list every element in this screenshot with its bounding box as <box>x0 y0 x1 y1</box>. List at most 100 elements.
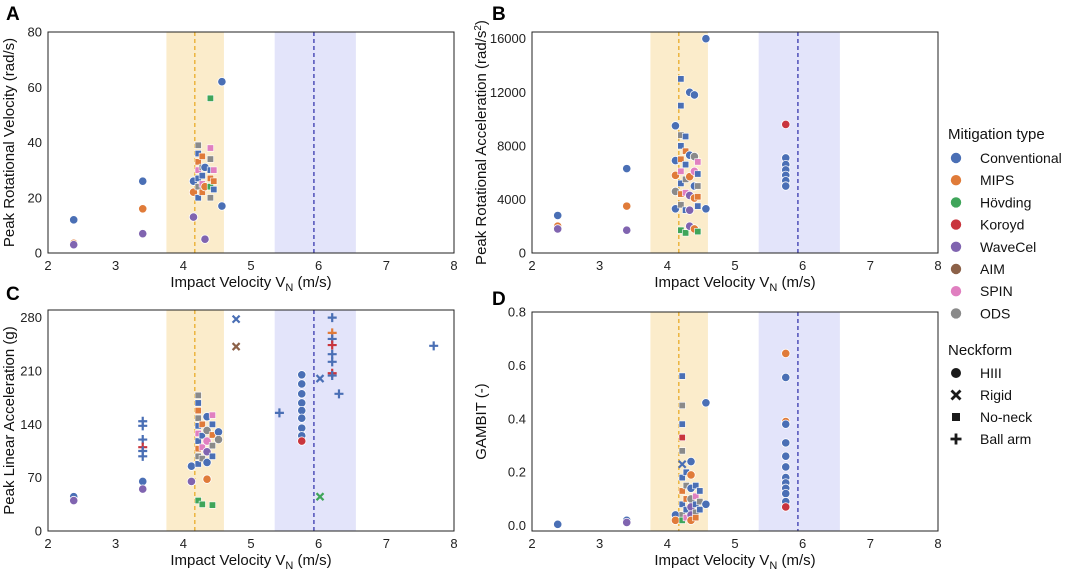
data-point <box>701 34 711 44</box>
legend-item-neckform: No-neck <box>952 409 1033 425</box>
data-point <box>138 204 148 214</box>
data-point <box>553 519 563 529</box>
data-point <box>694 202 702 210</box>
data-point <box>206 194 214 202</box>
data-point <box>198 500 206 508</box>
data-point <box>696 506 704 514</box>
legend-marker <box>950 197 962 208</box>
x-tick-label: 4 <box>180 258 187 273</box>
y-tick-label: 0.8 <box>508 305 526 320</box>
data-point <box>682 132 690 140</box>
legend-item-mitigation: Hövding <box>950 194 1031 210</box>
data-point <box>677 155 685 163</box>
data-point <box>194 391 202 399</box>
data-point <box>327 349 337 359</box>
legend-label: SPIN <box>980 283 1013 299</box>
data-point <box>194 460 202 468</box>
legend-marker <box>950 152 962 164</box>
y-axis-label-text: Peak Linear Acceleration (g) <box>1 326 18 514</box>
data-point <box>685 205 695 215</box>
data-point <box>781 451 791 461</box>
legend-item-mitigation: MIPS <box>950 172 1014 188</box>
y-tick-label: 40 <box>28 135 42 150</box>
legend-label: AIM <box>980 261 1005 277</box>
data-point <box>194 141 202 149</box>
data-point <box>213 434 224 445</box>
legend-label: HIII <box>980 365 1002 381</box>
legend-marker <box>950 219 962 230</box>
data-point <box>297 398 307 408</box>
data-point <box>198 432 206 440</box>
data-point <box>297 389 307 399</box>
data-point <box>781 489 791 499</box>
y-axis-label: GAMBIT (-) <box>473 383 490 459</box>
data-point <box>138 435 148 445</box>
legend-label: WaveCel <box>980 239 1036 255</box>
data-point <box>682 161 690 169</box>
data-point <box>188 212 199 222</box>
data-point <box>696 487 704 495</box>
data-point <box>678 372 686 380</box>
legend-marker-plus <box>950 433 962 445</box>
legend: Mitigation type Conventional MIPS Hövding K… <box>948 126 1062 447</box>
velocity-band-2 <box>758 32 840 253</box>
legend-item-neckform: Ball arm <box>950 431 1031 447</box>
legend-item-mitigation: AIM <box>950 261 1005 277</box>
legend-item-mitigation: Koroyd <box>950 217 1024 233</box>
data-point <box>217 201 227 211</box>
data-point <box>677 459 687 469</box>
data-point <box>210 185 218 193</box>
legend-label: No-neck <box>980 409 1033 425</box>
data-point <box>694 158 702 166</box>
y-tick-label: 0 <box>35 524 42 539</box>
y-axis-label-text: GAMBIT (-) <box>473 383 490 459</box>
data-point <box>678 500 686 508</box>
x-axis-label-sub: N <box>769 560 777 572</box>
x-axis-label-unit: (m/s) <box>777 274 815 291</box>
legend-item-mitigation: ODS <box>950 305 1010 321</box>
panel-letter: D <box>492 289 506 310</box>
data-point <box>297 436 307 446</box>
data-point <box>670 121 681 131</box>
data-point <box>678 434 686 442</box>
panel-letter: A <box>6 4 20 25</box>
data-point <box>206 155 214 163</box>
x-tick-label: 5 <box>731 258 738 273</box>
x-axis-label-text: Impact Velocity V <box>170 552 285 569</box>
data-point <box>194 399 202 407</box>
x-axis-label-text: Impact Velocity V <box>654 552 769 569</box>
legend-label: Ball arm <box>980 431 1031 447</box>
legend-item-mitigation: SPIN <box>950 283 1013 299</box>
data-point <box>692 492 700 500</box>
data-point <box>315 374 325 383</box>
data-point <box>198 443 206 451</box>
x-axis-label-sub: N <box>769 282 777 294</box>
y-tick-label: 8000 <box>497 138 526 153</box>
legend-neckform-title: Neckform <box>948 342 1012 359</box>
legend-neckform-items: HIII Rigid No-neck Ball arm <box>950 365 1033 447</box>
x-tick-label: 2 <box>528 258 535 273</box>
x-axis-label-unit: (m/s) <box>777 552 815 569</box>
data-point <box>200 234 210 244</box>
x-tick-label: 5 <box>247 258 254 273</box>
data-point <box>781 438 791 448</box>
plot-frame <box>47 31 455 254</box>
data-point <box>327 371 337 381</box>
data-point <box>682 229 690 237</box>
x-axis-label-sub: N <box>285 560 293 572</box>
x-tick-label: 4 <box>180 536 187 551</box>
data-point <box>210 166 218 174</box>
data-point <box>689 90 700 100</box>
data-point <box>694 228 702 236</box>
data-point <box>334 389 344 399</box>
y-axis-label-end: ) <box>473 20 490 25</box>
x-tick-label: 2 <box>44 536 51 551</box>
data-point <box>208 411 216 419</box>
data-point <box>194 407 202 415</box>
data-point <box>622 517 632 528</box>
legend-marker <box>950 241 962 252</box>
data-point <box>297 379 307 389</box>
data-point <box>327 313 337 323</box>
data-point <box>701 204 711 214</box>
